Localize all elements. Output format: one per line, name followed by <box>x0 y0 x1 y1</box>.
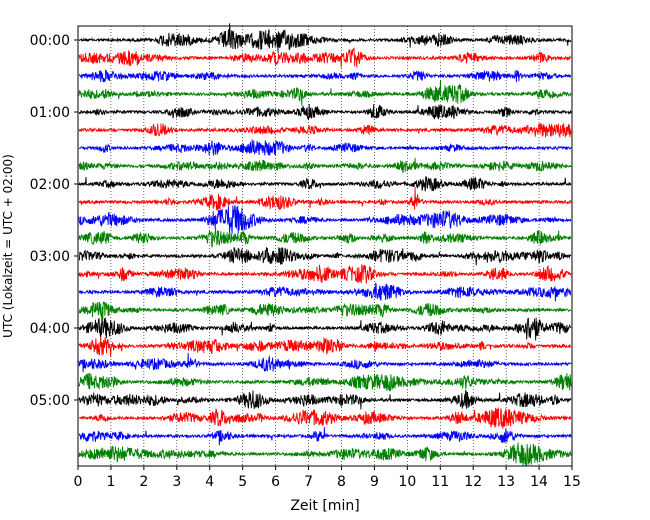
trace-9 <box>78 186 572 212</box>
y-axis-label: UTC (Lokalzeit = UTC + 02:00) <box>1 154 15 338</box>
x-tick-label-10: 10 <box>398 474 416 490</box>
seismic-traces <box>78 23 572 467</box>
x-tick-label-11: 11 <box>431 474 449 490</box>
trace-10 <box>78 204 572 234</box>
x-tick-label-4: 4 <box>205 474 214 490</box>
x-tick-label-15: 15 <box>563 474 581 490</box>
trace-15 <box>78 301 572 320</box>
trace-13 <box>78 264 572 284</box>
y-tick-label-2: 02:00 <box>30 177 70 193</box>
x-axis-ticks: 0 1 2 3 4 5 6 7 8 9 10 11 12 13 14 15 <box>74 466 581 490</box>
grid-lines <box>110 26 540 466</box>
x-tick-label-8: 8 <box>337 474 346 490</box>
x-tick-label-2: 2 <box>139 474 148 490</box>
trace-21 <box>78 407 572 429</box>
x-tick-label-12: 12 <box>464 474 482 490</box>
trace-3 <box>78 79 572 106</box>
trace-18 <box>78 352 572 373</box>
y-axis-ticks: 00:00 01:00 02:00 03:00 04:00 05:00 <box>30 33 78 409</box>
trace-23 <box>78 442 572 467</box>
x-tick-label-6: 6 <box>271 474 280 490</box>
trace-1 <box>78 47 572 68</box>
trace-4 <box>78 103 572 120</box>
plot-frame <box>77 25 573 467</box>
x-tick-label-7: 7 <box>304 474 313 490</box>
trace-11 <box>78 228 572 248</box>
y-tick-label-0: 00:00 <box>30 33 70 49</box>
y-tick-label-1: 01:00 <box>30 105 70 121</box>
x-tick-label-0: 0 <box>74 474 83 490</box>
trace-2 <box>78 69 572 83</box>
trace-22 <box>78 427 572 446</box>
x-tick-label-3: 3 <box>172 474 181 490</box>
trace-5 <box>78 123 572 138</box>
x-tick-label-9: 9 <box>370 474 379 490</box>
trace-8 <box>78 176 572 192</box>
trace-6 <box>78 139 572 156</box>
trace-19 <box>78 372 572 392</box>
x-axis-label: Zeit [min] <box>290 498 359 514</box>
trace-12 <box>78 247 571 266</box>
trace-0 <box>78 23 572 54</box>
x-tick-label-14: 14 <box>530 474 548 490</box>
trace-20 <box>78 389 572 410</box>
x-tick-label-5: 5 <box>238 474 247 490</box>
x-tick-label-1: 1 <box>106 474 115 490</box>
trace-17 <box>78 336 572 358</box>
y-tick-label-4: 04:00 <box>30 321 70 337</box>
x-tick-label-13: 13 <box>497 474 515 490</box>
trace-7 <box>78 157 572 173</box>
trace-14 <box>78 282 572 302</box>
y-tick-label-5: 05:00 <box>30 393 70 409</box>
trace-16 <box>78 317 572 341</box>
y-tick-label-3: 03:00 <box>30 249 70 265</box>
